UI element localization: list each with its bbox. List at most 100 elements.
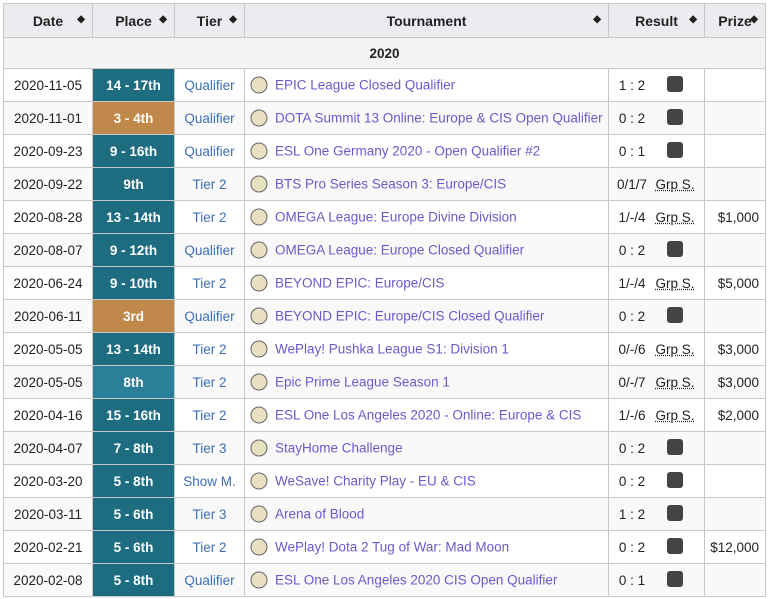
tournament-link[interactable]: EPIC League Closed Qualifier bbox=[275, 77, 456, 93]
tier-link[interactable]: Tier 2 bbox=[174, 167, 245, 201]
tournament-logo-icon[interactable] bbox=[249, 174, 269, 194]
sort-icon[interactable]: ◆ bbox=[750, 14, 758, 25]
tournament-link[interactable]: DOTA Summit 13 Online: Europe & CIS Open… bbox=[275, 110, 603, 126]
team-logo-yellow-icon[interactable] bbox=[655, 106, 695, 131]
team-logo-red-icon[interactable] bbox=[655, 73, 695, 98]
gambit-logo-icon[interactable] bbox=[655, 535, 695, 560]
tournament-cell: WeSave! Charity Play - EU & CIS bbox=[244, 464, 609, 498]
tournament-logo-icon[interactable] bbox=[249, 141, 269, 161]
score: 1/-/4 bbox=[618, 275, 646, 291]
year-row: 2020 bbox=[3, 37, 766, 69]
result-cell: 0 : 2 bbox=[608, 233, 705, 267]
tournament-logo-icon[interactable] bbox=[249, 339, 269, 359]
group-stage-link[interactable]: Grp S. bbox=[655, 341, 695, 357]
date-cell: 2020-03-11 bbox=[3, 497, 93, 531]
tier-link[interactable]: Tier 3 bbox=[174, 431, 245, 465]
result-cell: 0 : 2 bbox=[608, 464, 705, 498]
team-logo-navy-icon[interactable] bbox=[655, 304, 695, 329]
tournament-link[interactable]: Arena of Blood bbox=[275, 506, 365, 522]
tier-link[interactable]: Qualifier bbox=[174, 233, 245, 267]
header-tier[interactable]: Tier ◆ bbox=[174, 3, 245, 38]
result-cell: 0 : 2 bbox=[608, 101, 705, 135]
tournament-link[interactable]: ESL One Germany 2020 - Open Qualifier #2 bbox=[275, 143, 541, 159]
tier-link[interactable]: Qualifier bbox=[174, 101, 245, 135]
prize-cell: $1,000 bbox=[704, 200, 766, 234]
tier-link[interactable]: Show M. bbox=[174, 464, 245, 498]
group-stage-link[interactable]: Grp S. bbox=[655, 209, 695, 225]
tier-link[interactable]: Tier 2 bbox=[174, 398, 245, 432]
tier-link[interactable]: Qualifier bbox=[174, 68, 245, 102]
tournament-logo-icon[interactable] bbox=[249, 306, 269, 326]
tier-link[interactable]: Tier 2 bbox=[174, 200, 245, 234]
tournament-link[interactable]: WeSave! Charity Play - EU & CIS bbox=[275, 473, 476, 489]
prize-cell bbox=[704, 464, 766, 498]
sort-icon[interactable]: ◆ bbox=[159, 14, 167, 25]
tournament-logo-icon[interactable] bbox=[249, 438, 269, 458]
tier-link[interactable]: Tier 2 bbox=[174, 266, 245, 300]
tournament-logo-icon[interactable] bbox=[249, 471, 269, 491]
place-cell: 9th bbox=[92, 167, 175, 201]
team-logo-vs-icon[interactable] bbox=[655, 568, 695, 593]
tier-link[interactable]: Qualifier bbox=[174, 299, 245, 333]
tournament-link[interactable]: ESL One Los Angeles 2020 CIS Open Qualif… bbox=[275, 572, 558, 588]
sort-icon[interactable]: ◆ bbox=[229, 14, 237, 25]
tournament-link[interactable]: BEYOND EPIC: Europe/CIS Closed Qualifier bbox=[275, 308, 545, 324]
tournament-logo-icon[interactable] bbox=[249, 537, 269, 557]
tournament-cell: OMEGA League: Europe Divine Division bbox=[244, 200, 609, 234]
date-cell: 2020-04-16 bbox=[3, 398, 93, 432]
tournament-link[interactable]: OMEGA League: Europe Divine Division bbox=[275, 209, 517, 225]
header-result[interactable]: Result ◆ bbox=[608, 3, 705, 38]
tournament-logo-icon[interactable] bbox=[249, 240, 269, 260]
navi-logo-icon[interactable] bbox=[655, 469, 695, 494]
sort-icon[interactable]: ◆ bbox=[689, 14, 697, 25]
group-stage-link[interactable]: Grp S. bbox=[655, 176, 695, 192]
place-cell: 13 - 14th bbox=[92, 332, 175, 366]
team-logo-black-icon[interactable] bbox=[655, 238, 695, 263]
tier-link[interactable]: Tier 3 bbox=[174, 497, 245, 531]
tournament-logo-icon[interactable] bbox=[249, 273, 269, 293]
date-cell: 2020-02-21 bbox=[3, 530, 93, 564]
date-cell: 2020-03-20 bbox=[3, 464, 93, 498]
tier-link[interactable]: Tier 2 bbox=[174, 530, 245, 564]
tournament-link[interactable]: Epic Prime League Season 1 bbox=[275, 374, 450, 390]
place-cell: 9 - 10th bbox=[92, 266, 175, 300]
header-date[interactable]: Date ◆ bbox=[3, 3, 93, 38]
tournament-logo-icon[interactable] bbox=[249, 372, 269, 392]
tournament-link[interactable]: ESL One Los Angeles 2020 - Online: Europ… bbox=[275, 407, 582, 423]
tournament-link[interactable]: WePlay! Pushka League S1: Division 1 bbox=[275, 341, 509, 357]
tournament-logo-icon[interactable] bbox=[249, 75, 269, 95]
group-stage-link[interactable]: Grp S. bbox=[655, 407, 695, 423]
group-stage-link[interactable]: Grp S. bbox=[655, 275, 695, 291]
team-logo-skull-icon[interactable] bbox=[655, 502, 695, 527]
tier-link[interactable]: Tier 2 bbox=[174, 332, 245, 366]
table-row: 2020-04-07 7 - 8th Tier 3 StayHome Challeng… bbox=[3, 431, 766, 465]
sort-icon[interactable]: ◆ bbox=[593, 14, 601, 25]
tier-link[interactable]: Qualifier bbox=[174, 134, 245, 168]
tournament-link[interactable]: OMEGA League: Europe Closed Qualifier bbox=[275, 242, 525, 258]
header-tournament[interactable]: Tournament ◆ bbox=[244, 3, 609, 38]
table-row: 2020-08-07 9 - 12th Qualifier OMEGA League:… bbox=[3, 233, 766, 267]
tournament-logo-icon[interactable] bbox=[249, 405, 269, 425]
place-cell: 8th bbox=[92, 365, 175, 399]
result-cell: 1/-/6 Grp S. bbox=[608, 398, 705, 432]
header-place[interactable]: Place ◆ bbox=[92, 3, 175, 38]
group-stage-link[interactable]: Grp S. bbox=[655, 374, 695, 390]
tournament-cell: DOTA Summit 13 Online: Europe & CIS Open… bbox=[244, 101, 609, 135]
header-prize[interactable]: Prize ◆ bbox=[704, 3, 766, 38]
tier-link[interactable]: Tier 2 bbox=[174, 365, 245, 399]
date-cell: 2020-11-01 bbox=[3, 101, 93, 135]
tournament-logo-icon[interactable] bbox=[249, 108, 269, 128]
team-logo-v-icon[interactable] bbox=[655, 436, 695, 461]
tier-link[interactable]: Qualifier bbox=[174, 563, 245, 597]
place-cell: 7 - 8th bbox=[92, 431, 175, 465]
result-cell: 0 : 2 bbox=[608, 299, 705, 333]
yk-logo-icon[interactable] bbox=[655, 139, 695, 164]
tournament-link[interactable]: WePlay! Dota 2 Tug of War: Mad Moon bbox=[275, 539, 510, 555]
tournament-logo-icon[interactable] bbox=[249, 207, 269, 227]
tournament-link[interactable]: BTS Pro Series Season 3: Europe/CIS bbox=[275, 176, 507, 192]
tournament-logo-icon[interactable] bbox=[249, 504, 269, 524]
tournament-link[interactable]: StayHome Challenge bbox=[275, 440, 403, 456]
tournament-link[interactable]: BEYOND EPIC: Europe/CIS bbox=[275, 275, 445, 291]
tournament-logo-icon[interactable] bbox=[249, 570, 269, 590]
sort-icon[interactable]: ◆ bbox=[77, 14, 85, 25]
